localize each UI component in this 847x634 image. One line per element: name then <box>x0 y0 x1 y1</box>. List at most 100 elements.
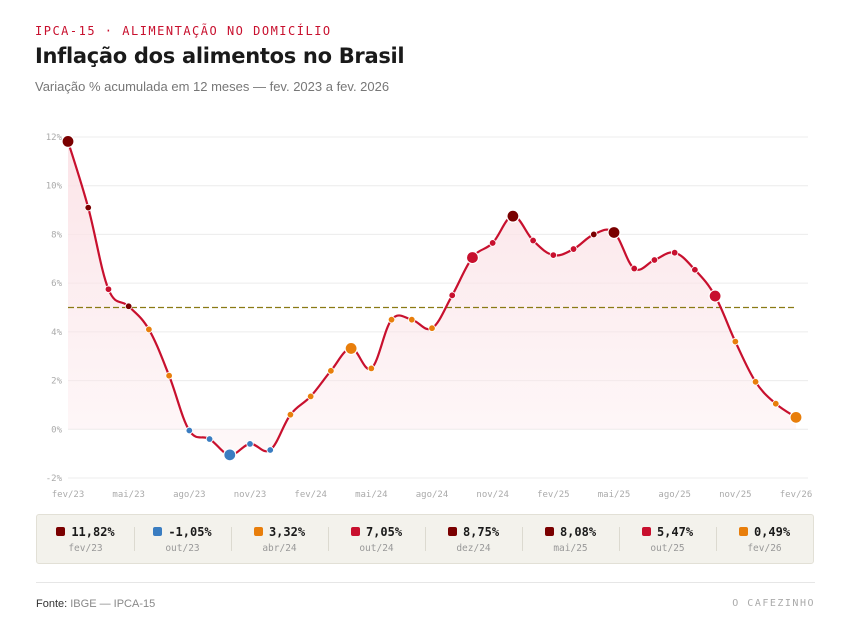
data-point-highlight <box>465 250 480 265</box>
data-point-highlight <box>789 410 803 424</box>
summary-date: mai/25 <box>553 542 588 554</box>
data-point <box>590 230 598 239</box>
summary-value: 3,32% <box>268 524 306 539</box>
summary-color-dot <box>56 527 66 536</box>
x-tick-label: nov/23 <box>234 490 267 500</box>
data-point <box>691 266 699 274</box>
summary-color-dot <box>253 527 263 536</box>
data-point <box>266 446 274 454</box>
x-tick-label: nov/25 <box>719 490 752 500</box>
data-point <box>772 400 780 408</box>
summary-date: fev/23 <box>68 542 103 554</box>
data-point <box>529 236 537 245</box>
y-tick-label: 10% <box>46 182 63 192</box>
data-point <box>751 378 760 386</box>
line-chart: 12% 10% 8% 6% 4% 2% 0% -2% fev/23 mai/23 ago/23 nov… <box>46 133 813 500</box>
source-value: IBGE — IPCA-15 <box>70 598 156 610</box>
summary-item: 0,49% fev/26 <box>716 515 813 563</box>
summary-date: dez/24 <box>456 542 491 554</box>
summary-item: 5,47% out/25 <box>619 515 716 563</box>
summary-value: 8,08% <box>559 524 597 539</box>
summary-date: out/25 <box>650 542 685 554</box>
summary-date: out/24 <box>359 542 394 554</box>
footer-divider <box>36 582 815 583</box>
y-tick-label: 4% <box>51 328 62 338</box>
x-tick-label: fev/24 <box>294 490 327 500</box>
summary-item: 11,82% fev/23 <box>37 515 134 563</box>
x-tick-label: ago/24 <box>416 490 449 500</box>
x-tick-label: ago/23 <box>173 490 206 500</box>
x-tick-label: fev/23 <box>52 490 85 500</box>
data-point-highlight <box>506 209 520 223</box>
y-tick-label: 8% <box>51 230 62 240</box>
data-point <box>408 315 416 324</box>
summary-item: 8,75% dez/24 <box>425 515 522 563</box>
data-point <box>286 410 295 419</box>
summary-date: fev/26 <box>747 542 782 554</box>
y-tick-label: -2% <box>46 474 63 484</box>
data-point <box>306 392 315 401</box>
data-point <box>246 440 254 448</box>
summary-value: 0,49% <box>753 524 791 539</box>
data-point <box>428 324 436 332</box>
summary-date: out/23 <box>165 542 200 554</box>
data-point-highlight <box>223 448 237 462</box>
y-tick-label: 0% <box>51 425 62 435</box>
summary-value: -1,05% <box>168 524 212 539</box>
summary-color-dot <box>641 527 651 536</box>
data-point <box>731 337 740 346</box>
x-tick-label: fev/26 <box>780 490 813 500</box>
data-point-highlight <box>708 289 722 303</box>
data-point <box>569 245 578 253</box>
data-point-highlight <box>607 225 621 240</box>
x-tick-label: mai/23 <box>112 490 145 500</box>
summary-color-dot <box>544 527 554 536</box>
data-point <box>165 372 173 380</box>
x-tick-label: mai/25 <box>598 490 631 500</box>
summary-date: abr/24 <box>262 542 297 554</box>
summary-value: 5,47% <box>656 524 694 539</box>
chart-title: Inflação dos alimentos no Brasil <box>35 44 405 68</box>
brand-credit: O CAFEZINHO <box>732 598 815 609</box>
data-point <box>327 367 335 375</box>
summary-item: 7,05% out/24 <box>328 515 425 563</box>
data-point <box>367 364 376 373</box>
data-point <box>185 426 194 435</box>
summary-color-dot <box>350 527 360 536</box>
chart-kicker: IPCA-15 · ALIMENTAÇÃO NO DOMICÍLIO <box>35 24 332 38</box>
y-tick-label: 12% <box>46 133 63 143</box>
data-point <box>104 285 113 293</box>
data-point-highlight <box>344 341 358 356</box>
summary-item: -1,05% out/23 <box>134 515 231 563</box>
x-tick-label: ago/25 <box>658 490 691 500</box>
summary-value: 8,75% <box>462 524 500 539</box>
data-point <box>549 251 558 259</box>
data-point <box>387 315 396 324</box>
data-point <box>145 325 153 334</box>
summary-item: 3,32% abr/24 <box>231 515 328 563</box>
data-point <box>650 256 659 264</box>
data-point <box>205 435 214 443</box>
summary-strip: 11,82% fev/23 -1,05% out/23 3,32% abr/24… <box>36 514 814 564</box>
data-point <box>448 291 456 300</box>
summary-color-dot <box>738 527 748 536</box>
y-tick-label: 2% <box>51 377 62 387</box>
data-point <box>670 248 679 257</box>
chart-subtitle: Variação % acumulada em 12 meses — fev. … <box>35 79 390 94</box>
summary-value: 11,82% <box>71 524 115 539</box>
source-note: Fonte: IBGE — IPCA-15 <box>36 598 155 610</box>
summary-color-dot <box>447 527 457 536</box>
y-tick-label: 6% <box>51 279 62 289</box>
data-point <box>84 203 92 212</box>
summary-value: 7,05% <box>365 524 403 539</box>
series-area <box>68 141 796 455</box>
data-point <box>124 302 133 310</box>
summary-color-dot <box>153 527 163 536</box>
data-point <box>488 239 497 247</box>
x-tick-label: nov/24 <box>476 490 509 500</box>
source-label: Fonte: <box>36 598 68 610</box>
data-point-highlight <box>61 134 75 148</box>
x-tick-label: mai/24 <box>355 490 388 500</box>
x-tick-label: fev/25 <box>537 490 570 500</box>
data-point <box>630 264 638 273</box>
